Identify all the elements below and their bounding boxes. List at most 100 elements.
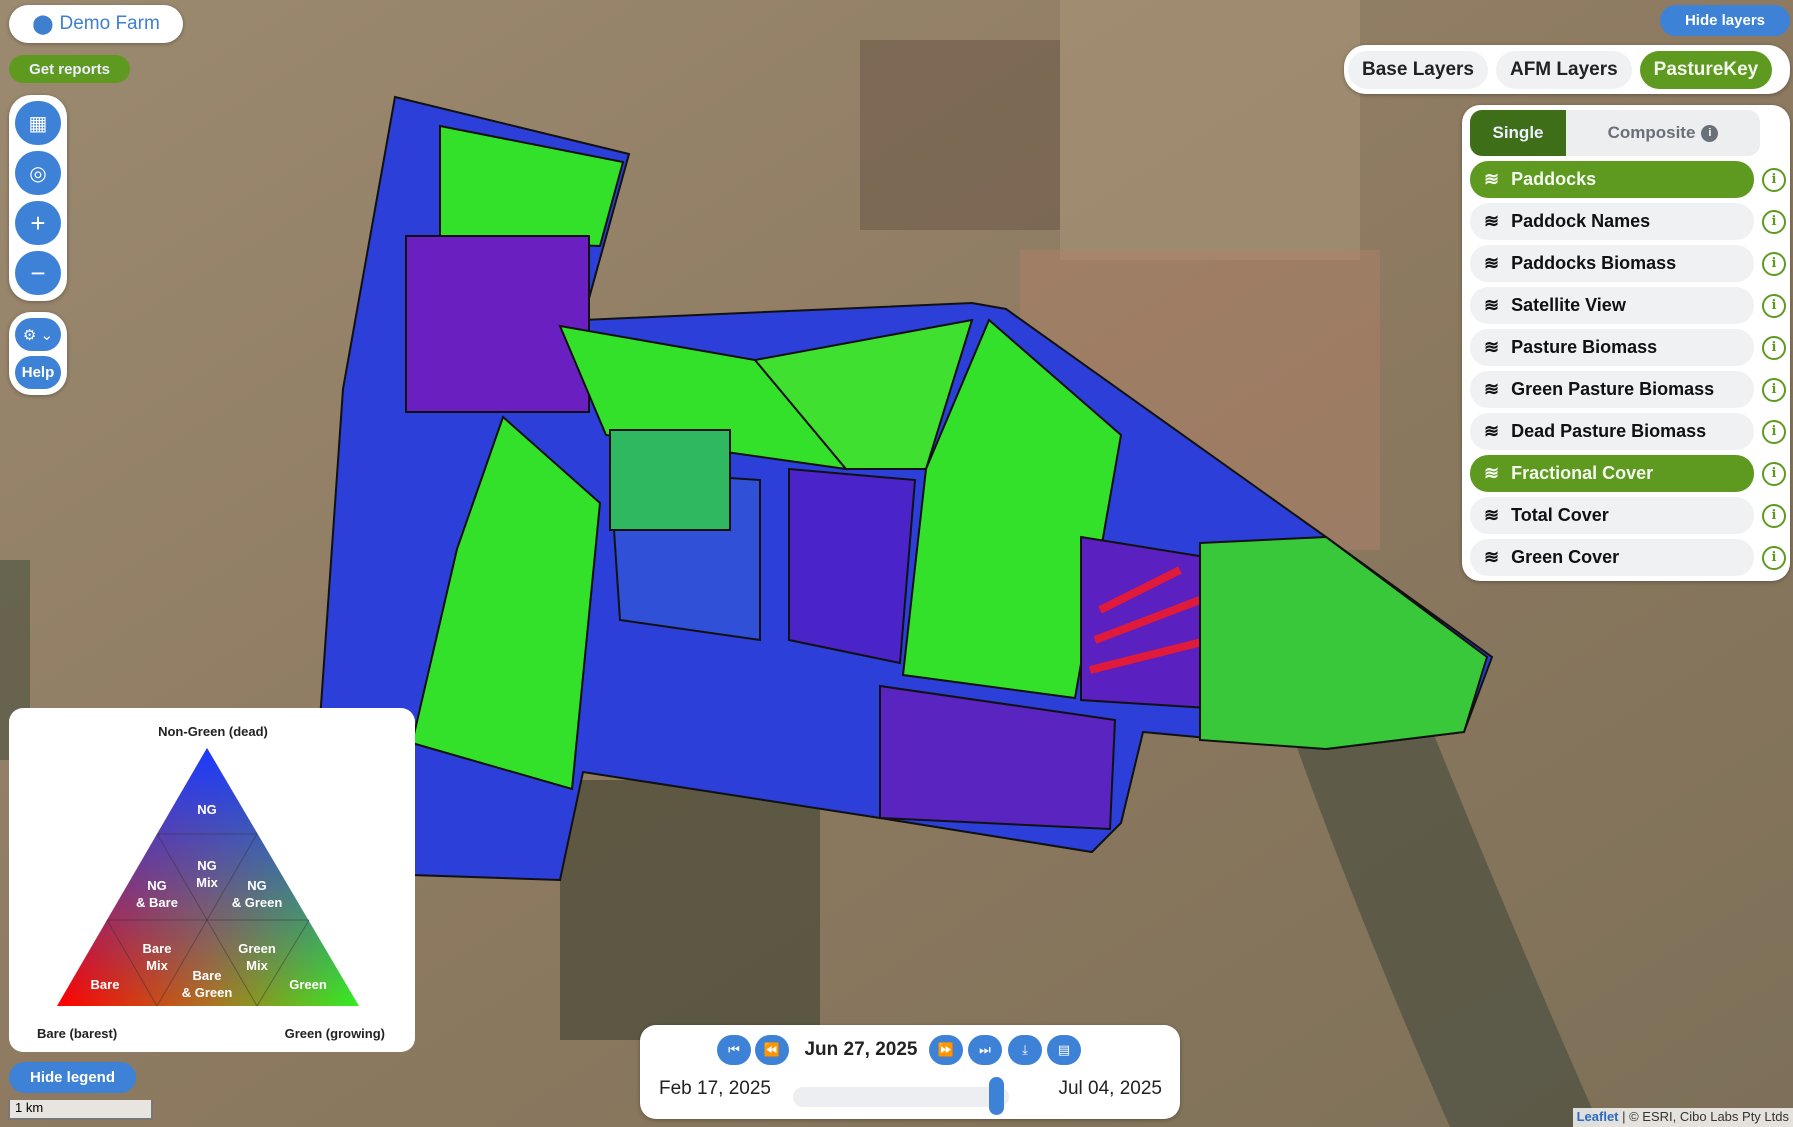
map-icon[interactable]: ▦ bbox=[15, 101, 61, 145]
layer-row: ≋ Paddock Names i bbox=[1466, 203, 1786, 240]
scale-bar: 1 km bbox=[8, 1100, 153, 1120]
layer-paddock-names[interactable]: ≋ Paddock Names bbox=[1470, 203, 1754, 240]
layer-label: Paddocks Biomass bbox=[1511, 253, 1677, 273]
layer-row: ≋ Green Cover i bbox=[1466, 539, 1786, 576]
layer-row: ≋ Pasture Biomass i bbox=[1466, 329, 1786, 366]
info-icon[interactable]: i bbox=[1762, 293, 1786, 318]
mode-composite[interactable]: Composite i bbox=[1566, 110, 1760, 156]
layer-fractional-cover[interactable]: ≋ Fractional Cover bbox=[1470, 455, 1754, 492]
layer-row: ≋ Paddocks Biomass i bbox=[1466, 245, 1786, 282]
layer-paddocks-biomass[interactable]: ≋ Paddocks Biomass bbox=[1470, 245, 1754, 282]
info-icon[interactable]: i bbox=[1762, 251, 1786, 276]
layer-label: Dead Pasture Biomass bbox=[1511, 421, 1707, 441]
layer-tabs: Base Layers AFM Layers PastureKey bbox=[1344, 45, 1790, 94]
layers-icon: ≋ bbox=[1484, 337, 1500, 357]
layer-row: ≋ Green Pasture Biomass i bbox=[1466, 371, 1786, 408]
info-icon: i bbox=[1701, 124, 1719, 142]
layer-satellite-view[interactable]: ≋ Satellite View bbox=[1470, 287, 1754, 324]
layers-icon: ≋ bbox=[1484, 463, 1500, 483]
legend-left-label: Bare (barest) bbox=[37, 1026, 117, 1041]
layer-label: Pasture Biomass bbox=[1511, 337, 1658, 357]
fractional-cover-legend: NG NG Mix NG & Bare NG & Green Bare Mix … bbox=[9, 708, 415, 1052]
layers-icon: ≋ bbox=[1484, 379, 1500, 399]
zoom-out-button[interactable]: − bbox=[15, 251, 61, 295]
calculator-icon[interactable]: ▤ bbox=[1047, 1035, 1081, 1065]
layers-icon: ≋ bbox=[1484, 211, 1500, 231]
layer-label: Total Cover bbox=[1511, 505, 1609, 525]
layer-label: Green Pasture Biomass bbox=[1511, 379, 1715, 399]
layer-row: ≋ Fractional Cover i bbox=[1466, 455, 1786, 492]
skip-to-start-icon[interactable]: ⏮ bbox=[717, 1035, 751, 1065]
help-button[interactable]: Help bbox=[15, 356, 61, 389]
step-forward-icon[interactable]: ⏩ bbox=[929, 1035, 963, 1065]
chevron-down-icon: ⌄ bbox=[40, 326, 54, 344]
timeline-panel: ⏮ ⏪ Jun 27, 2025 ⏩ ⏭ ⤓ ▤ Feb 17, 2025 Ju… bbox=[640, 1025, 1180, 1119]
start-date: Feb 17, 2025 bbox=[659, 1078, 771, 1099]
hide-legend-button[interactable]: Hide legend bbox=[9, 1062, 136, 1093]
tab-base-layers[interactable]: Base Layers bbox=[1348, 50, 1488, 89]
legend-ng-bare: NG bbox=[147, 878, 167, 893]
info-icon[interactable]: i bbox=[1762, 335, 1786, 360]
layer-total-cover[interactable]: ≋ Total Cover bbox=[1470, 497, 1754, 534]
locate-icon[interactable]: ◎ bbox=[15, 151, 61, 195]
download-icon[interactable]: ⤓ bbox=[1008, 1035, 1042, 1065]
map-attribution: Leaflet | © ESRI, Cibo Labs Pty Ltds bbox=[1572, 1108, 1793, 1127]
legend-ng-mix-2: Mix bbox=[196, 875, 218, 890]
leaflet-link[interactable]: Leaflet bbox=[1576, 1109, 1619, 1124]
legend-bare-green-2: & Green bbox=[182, 985, 233, 1000]
layers-icon: ≋ bbox=[1484, 253, 1500, 273]
legend-ng-green-2: & Green bbox=[232, 895, 283, 910]
legend-bare-mix: Bare bbox=[143, 941, 172, 956]
layer-label: Paddocks bbox=[1511, 169, 1597, 189]
tab-pasturekey[interactable]: PastureKey bbox=[1639, 50, 1773, 89]
legend-right-label: Green (growing) bbox=[285, 1026, 385, 1041]
layer-row: ≋ Dead Pasture Biomass i bbox=[1466, 413, 1786, 450]
settings-dropdown[interactable]: ⚙ ⌄ bbox=[15, 318, 61, 351]
layer-paddocks[interactable]: ≋ Paddocks bbox=[1470, 161, 1754, 198]
current-date: Jun 27, 2025 bbox=[804, 1039, 918, 1060]
info-icon[interactable]: i bbox=[1762, 461, 1786, 486]
get-reports-button[interactable]: Get reports bbox=[9, 55, 130, 83]
skip-to-end-icon[interactable]: ⏭ bbox=[968, 1035, 1002, 1065]
attribution-text: | © ESRI, Cibo Labs Pty Ltds bbox=[1618, 1109, 1789, 1124]
info-icon[interactable]: i bbox=[1762, 503, 1786, 528]
legend-ng: NG bbox=[197, 802, 217, 817]
step-back-icon[interactable]: ⏪ bbox=[755, 1035, 789, 1065]
mode-toggle: Single Composite i bbox=[1470, 110, 1760, 156]
map-controls: ▦ ◎ + − bbox=[9, 95, 67, 301]
info-icon[interactable]: i bbox=[1762, 377, 1786, 402]
legend-bare-green: Bare bbox=[193, 968, 222, 983]
info-icon[interactable]: i bbox=[1762, 167, 1786, 192]
tab-afm-layers[interactable]: AFM Layers bbox=[1495, 50, 1632, 89]
info-icon[interactable]: i bbox=[1762, 419, 1786, 444]
layer-label: Satellite View bbox=[1511, 295, 1626, 315]
layer-label: Green Cover bbox=[1511, 547, 1620, 567]
slider-thumb[interactable] bbox=[989, 1077, 1005, 1115]
mode-single[interactable]: Single bbox=[1470, 110, 1566, 156]
settings-help-group: ⚙ ⌄ Help bbox=[9, 312, 67, 395]
layer-list-panel: Single Composite i ≋ Paddocks i ≋ Paddock Nam… bbox=[1462, 105, 1790, 581]
layer-label: Fractional Cover bbox=[1511, 463, 1654, 483]
legend-bare-mix-2: Mix bbox=[146, 958, 168, 973]
info-icon[interactable]: i bbox=[1762, 545, 1786, 570]
farm-selector[interactable]: ⬤ Demo Farm bbox=[9, 5, 183, 43]
farm-name: Demo Farm bbox=[59, 13, 160, 34]
layers-icon: ≋ bbox=[1484, 295, 1500, 315]
legend-ng-mix: NG bbox=[197, 858, 217, 873]
legend-green-mix: Green bbox=[238, 941, 276, 956]
info-icon[interactable]: i bbox=[1762, 209, 1786, 234]
layer-pasture-biomass[interactable]: ≋ Pasture Biomass bbox=[1470, 329, 1754, 366]
zoom-in-button[interactable]: + bbox=[15, 201, 61, 245]
layer-green-cover[interactable]: ≋ Green Cover bbox=[1470, 539, 1754, 576]
legend-green-mix-2: Mix bbox=[246, 958, 268, 973]
layers-icon: ≋ bbox=[1484, 169, 1500, 189]
layer-dead-pasture-biomass[interactable]: ≋ Dead Pasture Biomass bbox=[1470, 413, 1754, 450]
gear-icon: ⚙ bbox=[22, 326, 37, 344]
layer-green-pasture-biomass[interactable]: ≋ Green Pasture Biomass bbox=[1470, 371, 1754, 408]
date-slider[interactable] bbox=[793, 1077, 1009, 1115]
layers-icon: ≋ bbox=[1484, 421, 1500, 441]
legend-top-label: Non-Green (dead) bbox=[158, 724, 268, 739]
legend-bare: Bare bbox=[91, 977, 120, 992]
hide-layers-button[interactable]: Hide layers bbox=[1660, 5, 1790, 36]
layer-row: ≋ Paddocks i bbox=[1466, 161, 1786, 198]
